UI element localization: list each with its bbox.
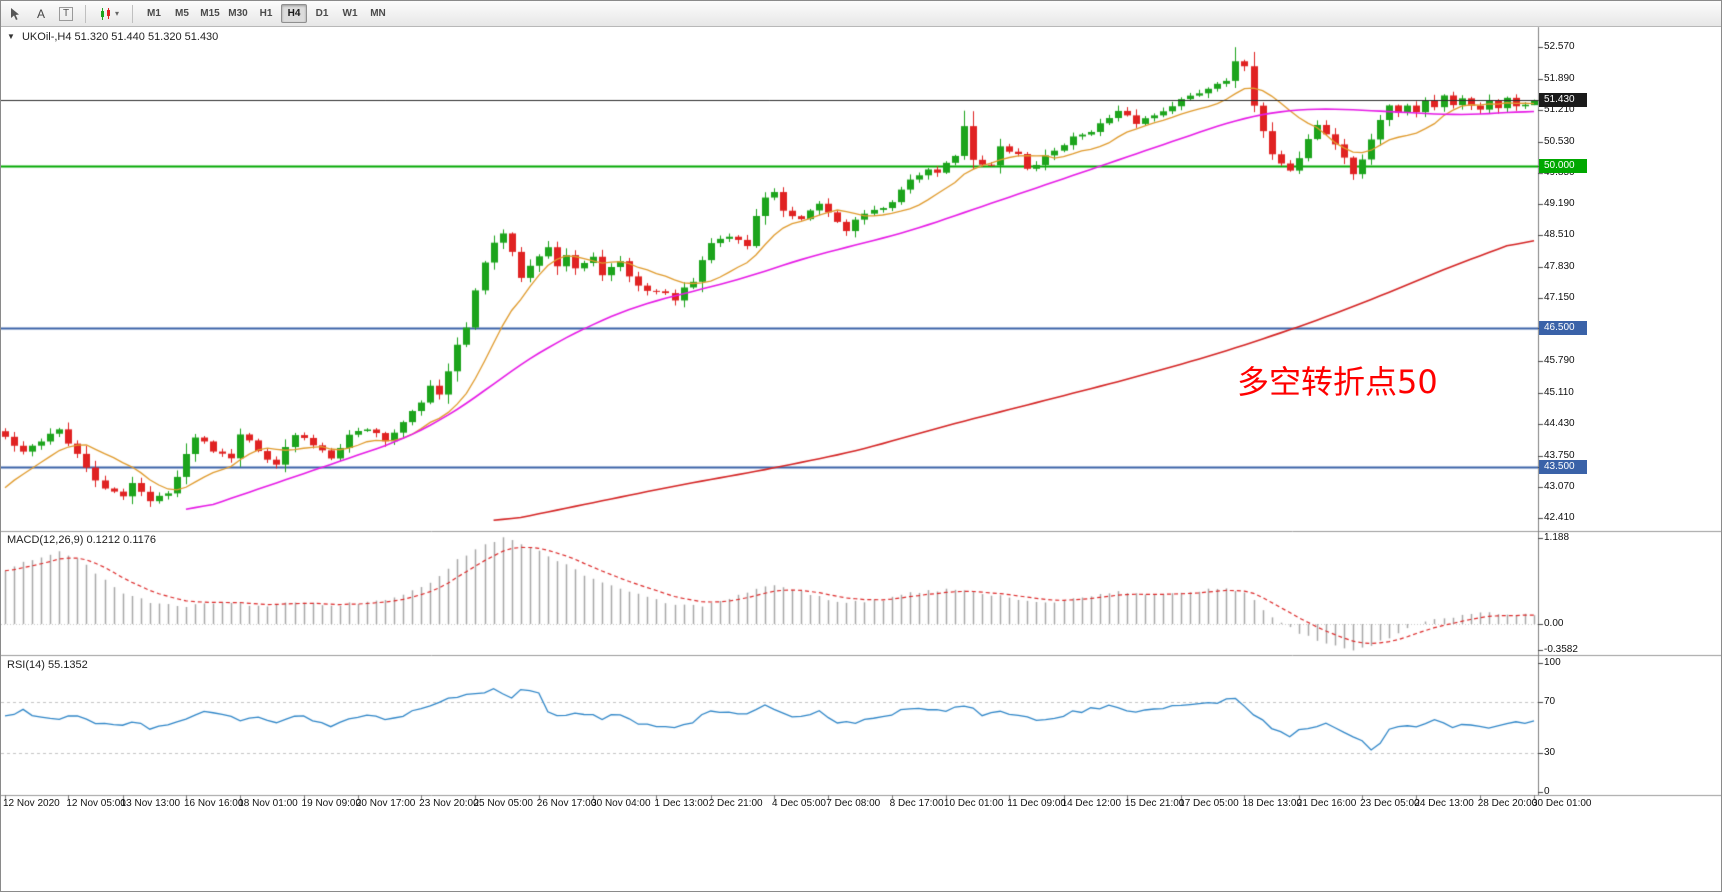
time-axis-label: 18 Dec 13:00 [1242,798,1302,809]
time-axis-label: 7 Dec 08:00 [826,798,881,809]
timeframe-button-d1[interactable]: D1 [309,4,335,23]
time-axis-label: 30 Nov 04:00 [591,798,651,809]
price-axis-label: 47.150 [1544,292,1575,304]
time-axis-label: 8 Dec 17:00 [889,798,944,809]
price-tag-51.430: 51.430 [1539,93,1587,108]
time-axis-label: 25 Nov 05:00 [473,798,533,809]
time-axis-label: 20 Nov 17:00 [355,798,416,809]
rsi-axis-label: 0 [1544,786,1550,797]
rsi-indicator-label: RSI(14) 55.1352 [7,659,88,671]
timeframe-buttons: M1 M5 M15 M30 H1 H4 D1 W1 MN [141,4,391,23]
macd-axis-label: 1.188 [1544,532,1570,543]
rsi-axis-label: 30 [1544,747,1556,759]
toolbar-separator [132,4,133,23]
price-axis-label: 50.530 [1544,135,1575,147]
timeframe-button-mn[interactable]: MN [365,4,391,23]
time-axis-label: 28 Dec 20:00 [1477,798,1538,809]
timeframe-button-h1[interactable]: H1 [253,4,279,23]
collapse-triangle-icon[interactable]: ▼ [7,32,15,41]
price-axis-label: 43.750 [1544,449,1575,461]
price-axis-label: 48.510 [1544,229,1575,241]
time-axis-label: 11 Dec 09:00 [1007,798,1066,809]
symbol-ohlc-label: ▼ UKOil-,H4 51.320 51.440 51.320 51.430 [7,31,218,43]
indicators-dropdown-button[interactable]: ▾ [94,4,124,24]
timeframe-button-m1[interactable]: M1 [141,4,167,23]
time-axis-label: 4 Dec 05:00 [772,798,826,809]
time-axis-label: 16 Nov 16:00 [183,798,244,809]
cursor-tool-icon[interactable] [5,4,27,24]
price-tag-43.500: 43.500 [1539,460,1587,475]
text-tool-t[interactable]: T [55,4,77,24]
timeframe-button-h4[interactable]: H4 [281,4,307,23]
text-tool-a[interactable]: A [30,4,52,24]
price-axis-label: 51.890 [1544,72,1575,84]
rsi-axis-label: 70 [1544,695,1556,707]
time-axis-label: 19 Nov 09:00 [301,798,362,809]
time-axis-label: 17 Dec 05:00 [1179,798,1239,809]
timeframe-button-m5[interactable]: M5 [169,4,195,23]
candlestick-icon [100,7,110,20]
price-axis-label: 43.070 [1544,481,1575,493]
time-axis-label: 12 Nov 05:00 [66,798,126,809]
timeframe-button-m30[interactable]: M30 [225,4,251,23]
price-axis-label: 45.110 [1544,386,1574,398]
time-axis-label: 18 Nov 01:00 [238,798,298,809]
timeframe-button-w1[interactable]: W1 [337,4,363,23]
time-axis-label: 24 Dec 13:00 [1414,798,1474,809]
macd-axis-label: -0.3582 [1544,644,1578,655]
chart-annotation-text[interactable]: 多空转折点50 [1237,363,1438,401]
time-axis-label: 26 Nov 17:00 [536,798,597,809]
symbol-ohlc-text: UKOil-,H4 51.320 51.440 51.320 51.430 [21,31,219,43]
time-axis-label: 13 Nov 13:00 [120,798,181,809]
text-a-icon: A [36,6,45,21]
rsi-axis-label: 100 [1544,657,1561,668]
price-tag-50.000: 50.000 [1539,159,1587,174]
time-axis-label: 23 Nov 20:00 [419,798,479,809]
chevron-down-icon: ▾ [114,9,119,18]
toolbar: A T ▾ M1 M5 M15 M30 H1 H4 D1 W1 MN [1,1,1721,27]
toolbar-separator [85,4,86,23]
macd-indicator-label: MACD(12,26,9) 0.1212 0.1176 [7,534,156,546]
price-axis-label: 49.190 [1544,197,1575,209]
price-axis-label: 52.570 [1544,41,1575,53]
price-axis-label: 47.830 [1544,260,1575,272]
text-t-icon: T [59,6,73,21]
time-axis-label: 21 Dec 16:00 [1296,798,1357,809]
price-axis-label: 51.210 [1544,104,1575,116]
time-axis-label: 12 Nov 2020 [3,798,60,809]
time-axis-label: 23 Dec 05:00 [1360,798,1420,809]
price-axis-label: 44.430 [1544,418,1575,430]
price-tag-46.500: 46.500 [1539,321,1587,336]
macd-axis-label: 0.00 [1544,618,1564,630]
cursor-icon [11,7,19,20]
time-axis-label: 2 Dec 21:00 [708,798,763,809]
timeframe-button-m15[interactable]: M15 [197,4,223,23]
time-axis-label: 1 Dec 13:00 [654,798,709,809]
time-axis-label: 15 Dec 21:00 [1124,798,1185,809]
time-axis-label: 14 Dec 12:00 [1061,798,1122,809]
price-axis-label: 42.410 [1544,511,1575,523]
price-axis-label: 45.790 [1544,355,1575,367]
time-axis-label: 30 Dec 01:00 [1532,798,1592,809]
time-axis-label: 10 Dec 01:00 [943,798,1004,809]
